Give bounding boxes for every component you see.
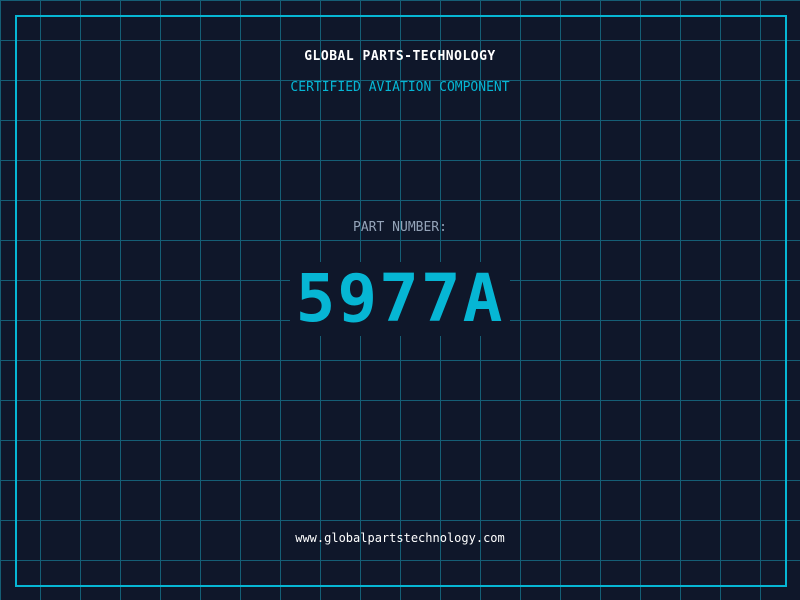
border-frame (15, 15, 787, 587)
brand-title: GLOBAL PARTS-TECHNOLOGY (304, 49, 496, 64)
part-number-label: PART NUMBER: (353, 220, 447, 235)
subtitle: CERTIFIED AVIATION COMPONENT (290, 80, 510, 95)
part-number-display: 5977A (0, 262, 800, 336)
website-url: www.globalpartstechnology.com (295, 531, 505, 545)
part-number-value: 5977A (289, 262, 511, 336)
